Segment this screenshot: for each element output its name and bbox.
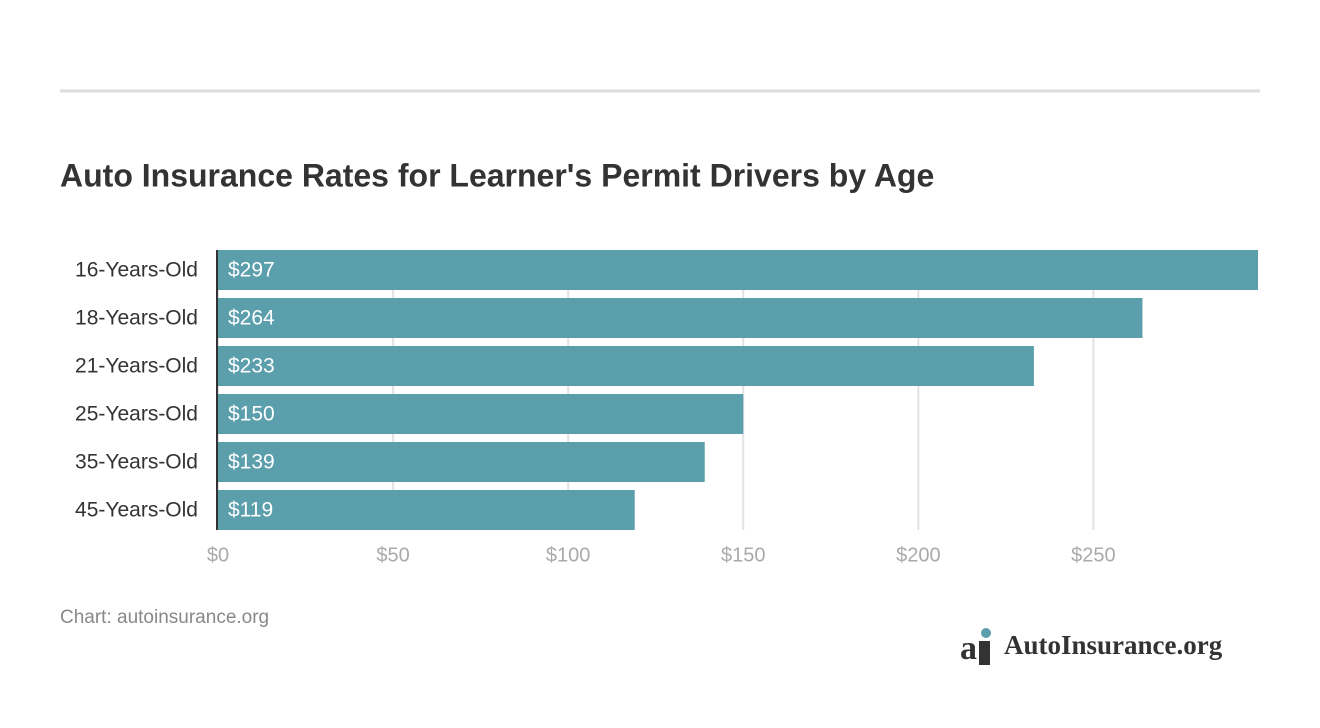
value-label: $119	[228, 499, 273, 522]
x-tick-label: $150	[721, 544, 766, 566]
logo-icon: a	[960, 628, 991, 667]
y-tick-label: 45-Years-Old	[75, 499, 198, 522]
bar	[218, 490, 635, 530]
x-tick-label: $200	[896, 544, 941, 566]
bar	[218, 298, 1143, 338]
logo-text: AutoInsurance.org	[1004, 630, 1223, 660]
y-tick-label: 21-Years-Old	[75, 355, 198, 378]
x-tick-label: $250	[1071, 544, 1116, 566]
y-tick-label: 16-Years-Old	[75, 259, 198, 282]
y-tick-label: 35-Years-Old	[75, 451, 198, 474]
value-label: $150	[228, 403, 275, 426]
source: Chart: autoinsurance.org	[60, 607, 269, 628]
x-tick-label: $100	[546, 544, 591, 566]
value-label: $139	[228, 451, 275, 474]
svg-text:a: a	[960, 630, 977, 667]
x-tick-label: $0	[207, 544, 229, 566]
value-label: $233	[228, 355, 275, 378]
x-tick-label: $50	[376, 544, 409, 566]
bar	[218, 346, 1034, 386]
chart-title: Auto Insurance Rates for Learner's Permi…	[60, 157, 934, 193]
y-tick-label: 25-Years-Old	[75, 403, 198, 426]
bar	[218, 250, 1258, 290]
bar	[218, 394, 744, 434]
value-label: $264	[228, 307, 275, 330]
y-tick-label: 18-Years-Old	[75, 307, 198, 330]
value-label: $297	[228, 259, 275, 282]
bar	[218, 442, 705, 482]
